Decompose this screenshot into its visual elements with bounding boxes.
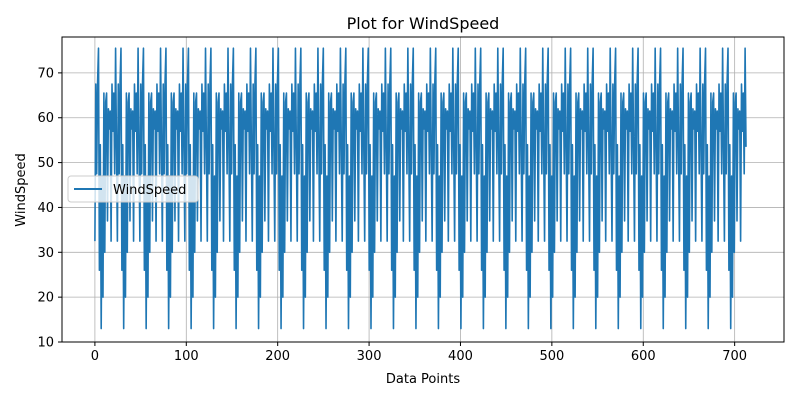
y-tick-label: 30 bbox=[37, 246, 54, 261]
y-tick-label: 60 bbox=[37, 111, 54, 126]
legend-label-windspeed: WindSpeed bbox=[113, 183, 186, 198]
x-tick-label: 400 bbox=[448, 349, 473, 364]
y-axis-ticks: 10 20 30 40 50 60 70 bbox=[37, 66, 62, 351]
chart-title: Plot for WindSpeed bbox=[347, 14, 500, 33]
y-tick-label: 10 bbox=[37, 336, 54, 351]
x-axis-ticks: 0 100 200 300 400 500 600 700 bbox=[91, 342, 747, 364]
x-axis-label: Data Points bbox=[386, 372, 460, 387]
y-tick-label: 50 bbox=[37, 156, 54, 171]
series-line-windspeed bbox=[94, 47, 747, 330]
legend-frame bbox=[67, 175, 199, 203]
x-tick-label: 500 bbox=[539, 349, 564, 364]
y-tick-label: 70 bbox=[37, 66, 54, 81]
y-tick-label: 20 bbox=[37, 291, 54, 306]
y-axis-label: WindSpeed bbox=[14, 153, 29, 226]
y-tick-label: 40 bbox=[37, 201, 54, 216]
plot-area-frame bbox=[61, 36, 785, 343]
x-tick-label: 300 bbox=[357, 349, 382, 364]
x-tick-label: 200 bbox=[265, 349, 290, 364]
legend: WindSpeed bbox=[67, 175, 199, 203]
series-layer bbox=[94, 47, 747, 330]
x-tick-label: 0 bbox=[91, 349, 99, 364]
x-tick-label: 600 bbox=[631, 349, 656, 364]
x-tick-label: 700 bbox=[722, 349, 747, 364]
x-tick-label: 100 bbox=[174, 349, 199, 364]
